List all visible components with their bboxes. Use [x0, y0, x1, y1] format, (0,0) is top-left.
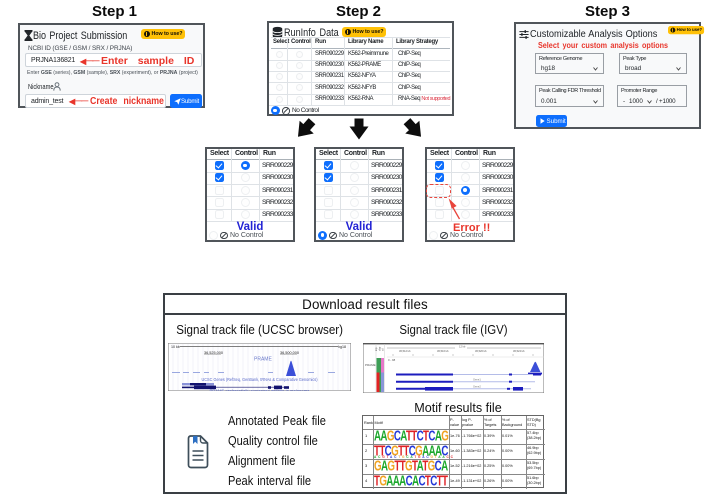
svg-text:36,516 kb: 36,516 kb — [437, 349, 449, 353]
svg-text:PRAME: PRAME — [365, 363, 376, 367]
svg-text:36,525,000: 36,525,000 — [204, 351, 223, 355]
svg-text:ctl: ctl — [381, 348, 385, 351]
svg-text:PRAME: PRAME — [254, 357, 272, 363]
svg-text:10 kb: 10 kb — [171, 345, 180, 349]
svg-text:Gene1: Gene1 — [473, 378, 481, 382]
svg-text:chp: chp — [378, 346, 382, 351]
svg-text:inp: inp — [374, 347, 378, 351]
svg-text:12 kb: 12 kb — [459, 344, 466, 348]
svg-text:PRAME preferentially expressed: PRAME preferentially expressed antigen i… — [210, 388, 311, 391]
svg-text:36,524 kb: 36,524 kb — [513, 349, 525, 353]
svg-text:Gene2: Gene2 — [473, 385, 481, 389]
svg-text:hg18: hg18 — [338, 345, 346, 349]
svg-text:36,500,000: 36,500,000 — [280, 351, 299, 355]
svg-text:0 - 98: 0 - 98 — [388, 358, 396, 362]
svg-text:36,512 kb: 36,512 kb — [399, 349, 411, 353]
svg-text:36,520 kb: 36,520 kb — [475, 349, 487, 353]
svg-text:UCSC Genes (RefSeq, GenBank, t: UCSC Genes (RefSeq, GenBank, tRNAs & Com… — [202, 377, 319, 382]
